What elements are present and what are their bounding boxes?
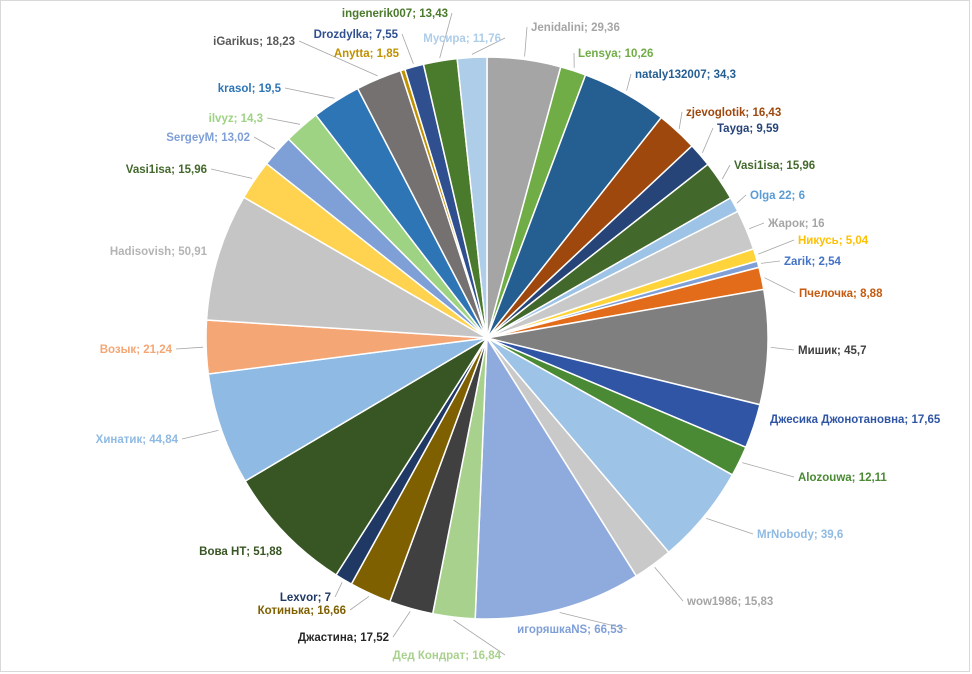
- leader-line-sergeym-26: [253, 136, 276, 150]
- data-label-vasi1isa-5: Vasi1isa; 15,96: [734, 160, 815, 172]
- data-label-ingenerik007-32: ingenerik007; 13,43: [342, 8, 448, 20]
- pie-slice-хинатик-22: [207, 337, 488, 483]
- leader-line-mrnobody-14: [706, 518, 754, 535]
- data-label-mrnobody-14: MrNobody; 39,6: [757, 529, 843, 541]
- data-label-drozdylka-31: Drozdylka; 7,55: [314, 29, 399, 41]
- leader-line-tayga-4: [702, 127, 714, 154]
- leader-line-jenidalini-0: [524, 26, 528, 57]
- leader-line-igarikus-29: [298, 40, 378, 77]
- leader-line-мусира-33: [471, 37, 506, 55]
- data-label-krasol-28: krasol; 19,5: [218, 83, 282, 95]
- data-label-жарок-7: Жарок; 16: [767, 218, 825, 230]
- leader-line-drozdylka-31: [401, 33, 414, 64]
- leader-line-wow1986-15: [654, 566, 684, 602]
- leader-line-жарок-7: [748, 222, 765, 230]
- leader-line-дед-кондрат-17: [453, 619, 506, 656]
- data-label-никусь-8: Никусь; 5,04: [798, 235, 869, 247]
- data-label-olga-22-6: Olga 22; 6: [750, 190, 805, 202]
- leader-lines: [175, 12, 796, 656]
- data-label-tayga-4: Tayga; 9,59: [717, 123, 779, 135]
- pie-slice-игоряшкаns-16: [474, 335, 638, 620]
- leader-line-ilvyz-27: [266, 117, 300, 125]
- data-label-zarik-9: Zarik; 2,54: [784, 256, 841, 268]
- data-label-котинька-19: Котинька; 16,66: [258, 605, 346, 617]
- data-label-джастина-18: Джастина; 17,52: [298, 632, 389, 644]
- leader-line-возык-23: [175, 346, 204, 350]
- leader-line-vasi1isa-5: [721, 164, 731, 180]
- data-label-sergeym-26: SergeyM; 13,02: [166, 132, 250, 144]
- data-label-vasi1isa-25: Vasi1isa; 15,96: [126, 164, 207, 176]
- leader-line-ingenerik007-32: [439, 12, 453, 59]
- data-label-anytta-30: Anytta; 1,85: [334, 48, 400, 60]
- data-label-lexvor-20: Lexvor; 7: [280, 592, 331, 604]
- leader-line-игоряшкаns-16: [559, 612, 628, 630]
- data-label-nataly132007-2: nataly132007; 34,3: [635, 69, 736, 81]
- leader-line-alozouwa-13: [742, 462, 795, 478]
- data-label-hadisovish-24: Hadisovish; 50,91: [110, 246, 208, 258]
- leader-line-котинька-19: [349, 595, 370, 611]
- leader-line-olga-22-6: [736, 194, 747, 204]
- data-label-alozouwa-13: Alozouwa; 12,11: [798, 472, 887, 484]
- leader-line-джастина-18: [392, 611, 411, 638]
- leader-line-пчелочка-10: [764, 277, 796, 294]
- data-label-ilvyz-27: ilvyz; 14,3: [209, 113, 263, 125]
- data-label-дед-кондрат-17: Дед Кондрат; 16,84: [393, 650, 502, 662]
- pie-slices: [205, 56, 769, 620]
- data-label-lensya-1: Lensya; 10,26: [578, 48, 653, 60]
- data-label-возык-23: Возык; 21,24: [100, 344, 173, 356]
- leader-line-никусь-8: [758, 239, 795, 255]
- leader-line-lexvor-20: [334, 582, 343, 598]
- leader-line-хинатик-22: [181, 430, 219, 440]
- data-label-igarikus-29: iGarikus; 18,23: [213, 36, 295, 48]
- leader-line-nataly132007-2: [626, 73, 632, 91]
- pie-slice-вова-нт-21: [244, 337, 488, 577]
- data-label-игоряшкаns-16: игоряшкаNS; 66,53: [517, 624, 623, 636]
- data-label-мишик-11: Мишик; 45,7: [798, 345, 866, 357]
- leader-line-zjevoglotik-3: [678, 111, 683, 129]
- data-label-пчелочка-10: Пчелочка; 8,88: [799, 288, 883, 300]
- data-labels: Jenidalini; 29,36 Lensya; 10,26 nataly1320…: [96, 8, 941, 662]
- data-label-wow1986-15: wow1986; 15,83: [686, 596, 773, 608]
- data-label-jenidalini-0: Jenidalini; 29,36: [531, 22, 620, 34]
- leader-line-vasi1isa-25: [210, 168, 253, 179]
- data-label-джесика-джонотановна-12: Джесика Джонотановна; 17,65: [770, 414, 941, 426]
- data-label-мусира-33: Мусира; 11,76: [423, 33, 501, 45]
- pie-slice-мишик-11: [486, 288, 769, 406]
- data-label-хинатик-22: Хинатик; 44,84: [96, 434, 179, 446]
- leader-line-krasol-28: [284, 87, 335, 99]
- leader-line-zarik-9: [760, 260, 781, 264]
- data-label-вова-нт-21: Вова НТ; 51,88: [199, 546, 282, 558]
- pie-slice-мусира-33: [456, 56, 488, 339]
- pie-slice-hadisovish-24: [205, 196, 488, 339]
- data-label-zjevoglotik-3: zjevoglotik; 16,43: [686, 107, 781, 119]
- leader-line-мишик-11: [770, 347, 795, 351]
